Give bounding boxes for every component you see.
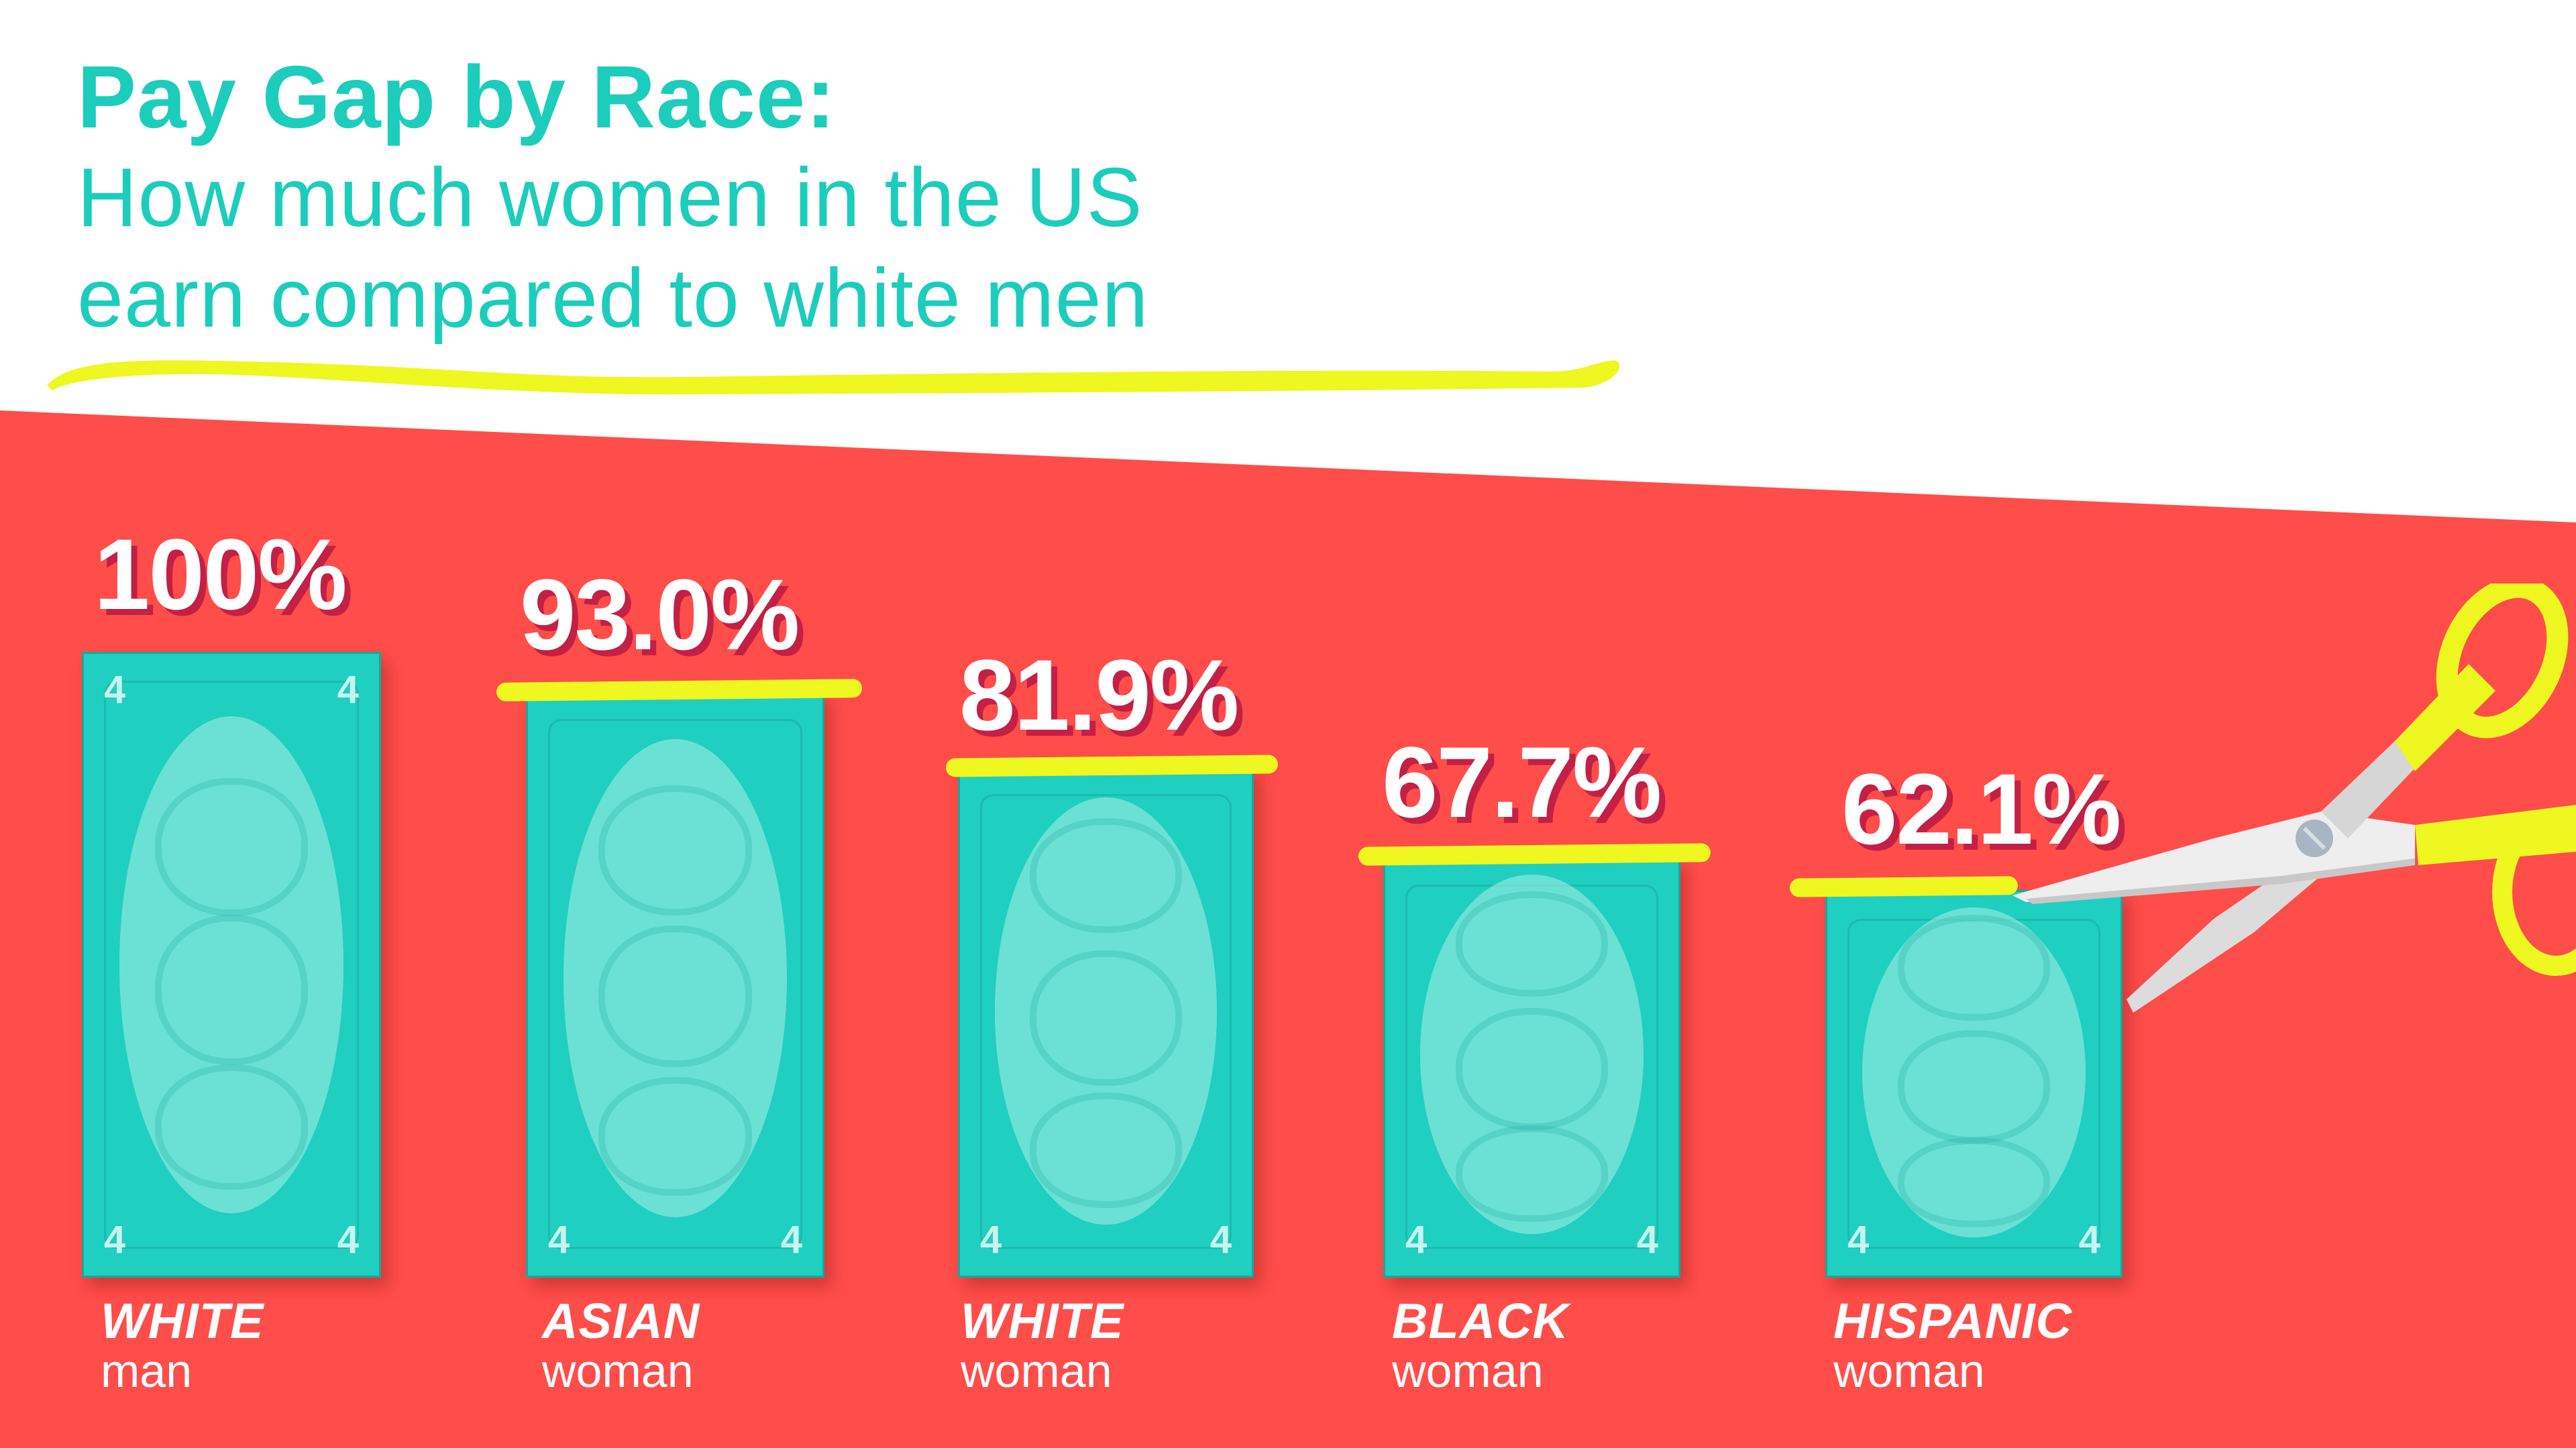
bill-ring: [154, 915, 309, 1066]
bill-ring: [598, 1077, 752, 1196]
bill-corner-icon: 4: [104, 1218, 126, 1262]
cut-line-highlight: [1358, 843, 1711, 866]
bill-ring: [1897, 915, 2051, 1021]
bill-ring: [1030, 818, 1182, 934]
bar-white-woman: 4 4: [958, 765, 1254, 1278]
subtitle-line-1: How much women in the US: [77, 152, 1143, 244]
bill-ring: [1030, 950, 1182, 1086]
category-label-hispanic-woman: HISPANIC woman: [1833, 1293, 2073, 1397]
bill-corner-icon: 4: [2078, 1218, 2100, 1262]
bill-corner-icon: 4: [1210, 1218, 1232, 1262]
value-label-white-woman: 81.9%: [959, 638, 1239, 751]
bill-corner-icon: 4: [780, 1218, 802, 1262]
bar-hispanic-woman: 4 4: [1825, 890, 2123, 1278]
scissors-icon: [2012, 583, 2576, 1013]
bill-ring: [1897, 1137, 2051, 1228]
bill-border: [548, 719, 802, 1249]
value-label-hispanic-woman: 62.1%: [1841, 753, 2121, 865]
subtitle-line-2: earn compared to white men: [77, 252, 1149, 345]
value-label-asian-woman: 93.0%: [520, 558, 800, 671]
value-label-white-man: 100%: [94, 518, 347, 630]
bill-border: [980, 794, 1232, 1249]
bill-corner-icon: 4: [1405, 1218, 1428, 1262]
bar-asian-woman: 4 4: [526, 690, 824, 1278]
bar-white-man: 4 4 4 4: [82, 652, 381, 1278]
value-label-black-woman: 67.7%: [1382, 726, 1662, 838]
bill-ring: [1455, 1008, 1609, 1131]
bill-ring: [1455, 1125, 1609, 1223]
bill-corner-icon: 4: [548, 1218, 570, 1262]
category-label-white-man: WHITE man: [101, 1293, 264, 1397]
bill-corner-icon: 4: [980, 1218, 1002, 1262]
bill-corner-icon: 4: [337, 1218, 359, 1262]
bar-black-woman: 4 4: [1383, 856, 1680, 1278]
bill-ring: [1030, 1093, 1182, 1208]
bill-ring: [154, 1064, 309, 1190]
title-block: Pay Gap by Race: How much women in the U…: [77, 47, 1149, 349]
bill-ring: [1897, 1029, 2051, 1144]
category-label-asian-woman: ASIAN woman: [542, 1293, 700, 1397]
bill-corner-icon: 4: [1847, 1218, 1870, 1262]
title-underline: [47, 360, 1620, 395]
bill-ring: [598, 785, 752, 916]
bill-ring: [1455, 891, 1609, 997]
category-label-black-woman: BLACK woman: [1392, 1293, 1569, 1397]
bill-corner-icon: 4: [1636, 1218, 1658, 1262]
cut-line-highlight: [496, 679, 863, 702]
bill-corner-icon: 4: [337, 668, 359, 712]
page-title: Pay Gap by Race:: [77, 48, 837, 146]
bill-ring: [598, 926, 752, 1068]
bill-border: [104, 681, 359, 1249]
bill-ring: [154, 778, 309, 916]
category-label-white-woman: WHITE woman: [961, 1293, 1124, 1397]
bill-corner-icon: 4: [104, 668, 126, 712]
cut-line-highlight: [945, 755, 1279, 777]
